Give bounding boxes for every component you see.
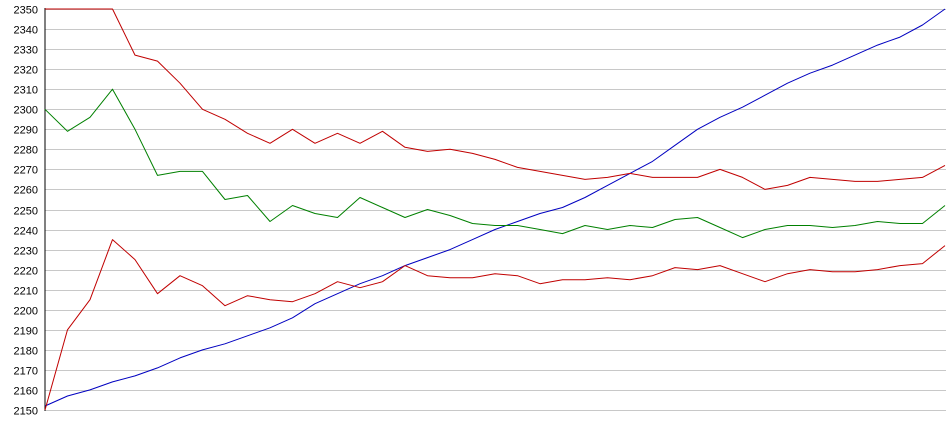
y-tick-label: 2330: [14, 45, 38, 57]
y-tick-label: 2250: [14, 206, 38, 218]
y-tick-label: 2340: [14, 25, 38, 37]
y-tick-label: 2200: [14, 306, 38, 318]
series-line-1: [44, 8, 946, 407]
y-tick-label: 2220: [14, 266, 38, 278]
y-tick-label: 2230: [14, 246, 38, 258]
y-tick-label: 2170: [14, 366, 38, 378]
y-tick-label: 2270: [14, 165, 38, 177]
y-tick-label: 2210: [14, 286, 38, 298]
y-tick-label: 2180: [14, 346, 38, 358]
series-line-2: [45, 8, 946, 190]
y-tick-label: 2260: [14, 185, 38, 197]
series-line-4: [44, 239, 946, 411]
y-tick-label: 2240: [14, 226, 38, 238]
chart-grid: [45, 9, 946, 411]
chart-series: [44, 8, 946, 411]
y-tick-label: 2350: [14, 5, 38, 17]
series-line-3: [44, 88, 946, 239]
y-tick-label: 2280: [14, 145, 38, 157]
y-tick-label: 2300: [14, 105, 38, 117]
y-tick-label: 2160: [14, 386, 38, 398]
y-tick-label: 2190: [14, 326, 38, 338]
y-tick-label: 2310: [14, 85, 38, 97]
y-tick-label: 2290: [14, 125, 38, 137]
y-tick-label: 2150: [14, 406, 38, 418]
y-axis-tick-labels: 2150 2160 2170 2180 2190 2200 2210 2220 2230 2240…: [14, 5, 38, 418]
y-tick-label: 2320: [14, 65, 38, 77]
